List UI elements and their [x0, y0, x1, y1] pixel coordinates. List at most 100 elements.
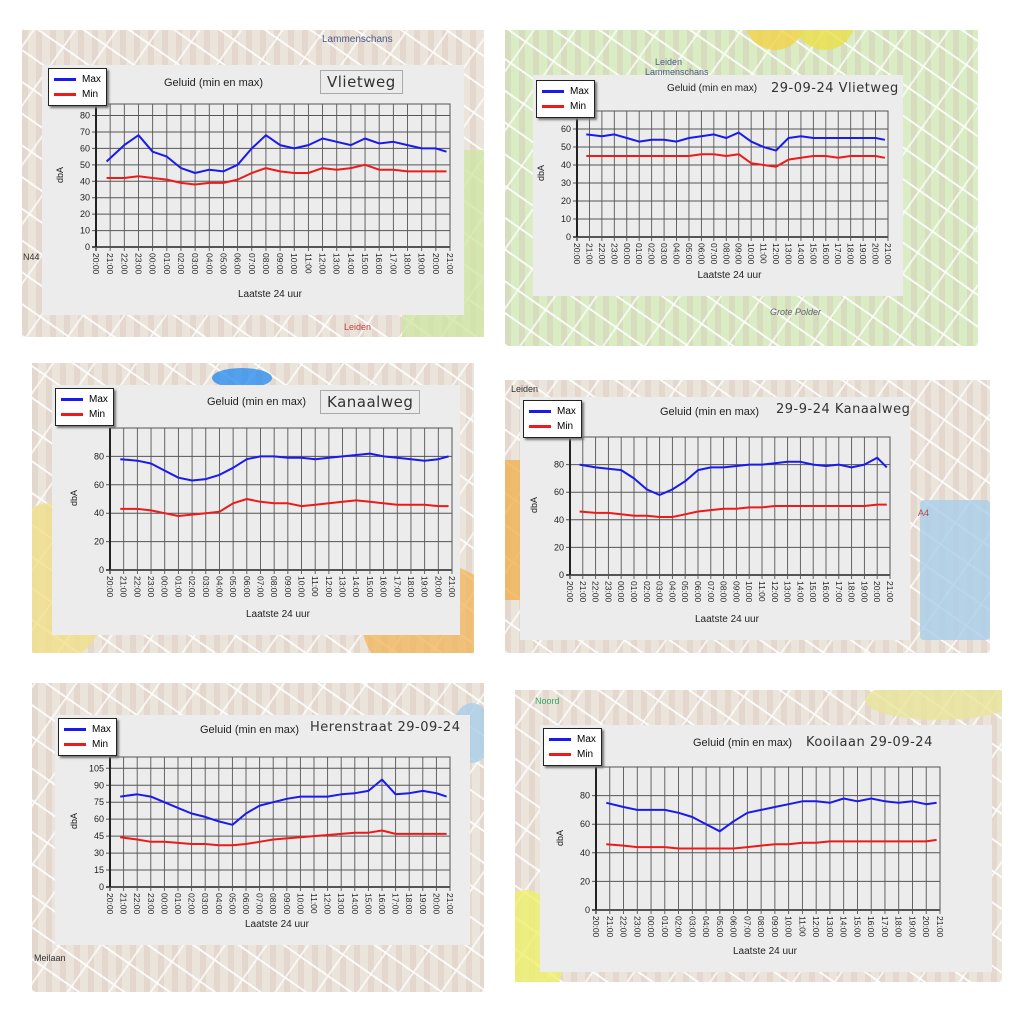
location-label-location: Kanaalweg	[327, 393, 414, 411]
y-tick-label: 30	[561, 178, 571, 188]
x-tick-label: 17:00	[388, 253, 398, 275]
x-tick-label: 16:00	[379, 576, 389, 598]
x-tick-label: 08:00	[756, 916, 766, 938]
y-tick-label: 0	[566, 232, 571, 242]
x-tick-label: 10:00	[744, 581, 754, 603]
plot-area	[109, 427, 453, 571]
x-tick-label: 07:00	[706, 581, 716, 603]
x-tick-label: 23:00	[146, 893, 156, 915]
x-tick-label: 12:00	[770, 581, 780, 603]
x-tick-label: 23:00	[133, 253, 143, 275]
x-tick-label: 13:00	[783, 243, 793, 265]
y-tick-label: 60	[580, 819, 590, 829]
x-tick-label: 10:00	[746, 243, 756, 265]
x-tick-label: 15:00	[808, 581, 818, 603]
x-tick-label: 03:00	[201, 576, 211, 598]
x-tick-label: 04:00	[672, 243, 682, 265]
chart-plot: 20:00 21:00 22:00 23:00 00:00 01:00 02:00 03:00…	[89, 756, 455, 915]
x-tick-label: 06:00	[693, 581, 703, 603]
x-tick-label: 14:00	[350, 893, 360, 915]
location-label: 29-09-24 Vlietweg	[771, 81, 899, 96]
y-tick-label: 80	[80, 111, 90, 121]
chart-title: Geluid (min en max)	[164, 77, 264, 89]
x-tick-label: 15:00	[360, 253, 370, 275]
legend-swatch-min	[61, 413, 83, 416]
x-tick-label: 03:00	[687, 916, 697, 938]
x-tick-label: 06:00	[241, 893, 251, 915]
y-tick-label: 40	[94, 508, 104, 518]
x-tick-label: 08:00	[721, 243, 731, 265]
chart-title: Geluid (min en max)	[200, 724, 300, 736]
x-tick-label: 19:00	[418, 893, 428, 915]
legend-label: Max	[557, 406, 576, 417]
x-axis-label: Laatste 24 uur	[238, 289, 302, 300]
chart-title: Geluid (min en max)	[693, 737, 793, 749]
legend-swatch-max	[61, 398, 83, 401]
legend-label: Min	[577, 749, 594, 760]
x-tick-label: 18:00	[406, 576, 416, 598]
x-tick-label: 12:00	[318, 253, 328, 275]
y-tick-label: 40	[80, 176, 90, 186]
x-tick-label: 20:00	[105, 576, 115, 598]
x-tick-label: 02:00	[642, 581, 652, 603]
y-tick-label: 90	[94, 780, 104, 790]
x-tick-label: 08:00	[261, 253, 271, 275]
x-tick-label: 20:00	[871, 243, 881, 265]
location-label: 29-9-24 Kanaalweg	[776, 402, 910, 417]
y-tick-label: 75	[94, 797, 104, 807]
x-tick-label: 20:00	[572, 243, 582, 265]
x-tick-label: 02:00	[187, 893, 197, 915]
y-axis-label: dbA	[529, 496, 540, 514]
y-tick-label: 60	[80, 143, 90, 153]
y-tick-label: 10	[561, 214, 571, 224]
y-tick-label: 50	[561, 142, 571, 152]
y-tick-label: 45	[94, 831, 104, 841]
legend-item-max: Max	[542, 84, 589, 99]
location-label-location: Vlietweg	[838, 81, 899, 96]
plot-area	[95, 103, 451, 248]
y-axis-label: dbA	[555, 829, 566, 846]
plot-area	[595, 766, 941, 911]
series-line-min	[586, 153, 886, 168]
x-tick-label: 22:00	[597, 243, 607, 265]
x-tick-label: 16:00	[866, 916, 876, 938]
x-tick-label: 13:00	[338, 576, 348, 598]
x-tick-label: 09:00	[731, 581, 741, 603]
map-label: Leiden	[655, 57, 683, 67]
x-tick-label: 01:00	[162, 253, 172, 275]
x-tick-label: 13:00	[336, 893, 346, 915]
x-tick-label: 09:00	[770, 916, 780, 938]
series-line-max	[579, 456, 888, 496]
legend-item-max: Max	[64, 722, 111, 737]
x-tick-label: 18:00	[846, 243, 856, 265]
y-tick-label: 10	[80, 226, 90, 236]
x-tick-label: 09:00	[275, 253, 285, 275]
x-tick-label: 11:00	[310, 576, 320, 597]
map-label: Leiden	[344, 322, 372, 332]
y-tick-label: 40	[580, 848, 590, 858]
chart-plot: 20:00 21:00 22:00 23:00 00:00 01:00 02:00 03:00…	[80, 103, 455, 275]
x-tick-label: 04:00	[701, 916, 711, 938]
legend-item-min: Min	[529, 419, 576, 434]
x-tick-label: 00:00	[160, 576, 170, 598]
x-tick-label: 12:00	[324, 576, 334, 598]
x-tick-label: 20:00	[431, 253, 441, 275]
x-tick-label: 21:00	[445, 893, 455, 915]
y-tick-label: 20	[80, 209, 90, 219]
x-tick-label: 23:00	[603, 581, 613, 603]
location-label-location: Kooilaan	[806, 735, 866, 750]
x-tick-label: 05:00	[228, 576, 238, 598]
chart-card-5: 20:00 21:00 22:00 23:00 00:00 01:00 02:00 03:00…	[55, 715, 470, 945]
x-tick-label: 23:00	[632, 916, 642, 938]
location-label: Kanaalweg	[320, 390, 421, 414]
x-tick-label: 15:00	[365, 576, 375, 598]
x-tick-label: 19:00	[858, 243, 868, 265]
x-tick-label: 20:00	[872, 581, 882, 603]
chart-legend: Max Min	[523, 400, 582, 438]
chart-legend: Max Min	[58, 718, 117, 756]
x-tick-label: 01:00	[634, 243, 644, 265]
x-axis-label: Laatste 24 uur	[245, 919, 309, 930]
y-tick-label: 40	[554, 515, 564, 525]
x-tick-label: 21:00	[584, 243, 594, 265]
map-label: Lammenschans	[645, 67, 709, 77]
